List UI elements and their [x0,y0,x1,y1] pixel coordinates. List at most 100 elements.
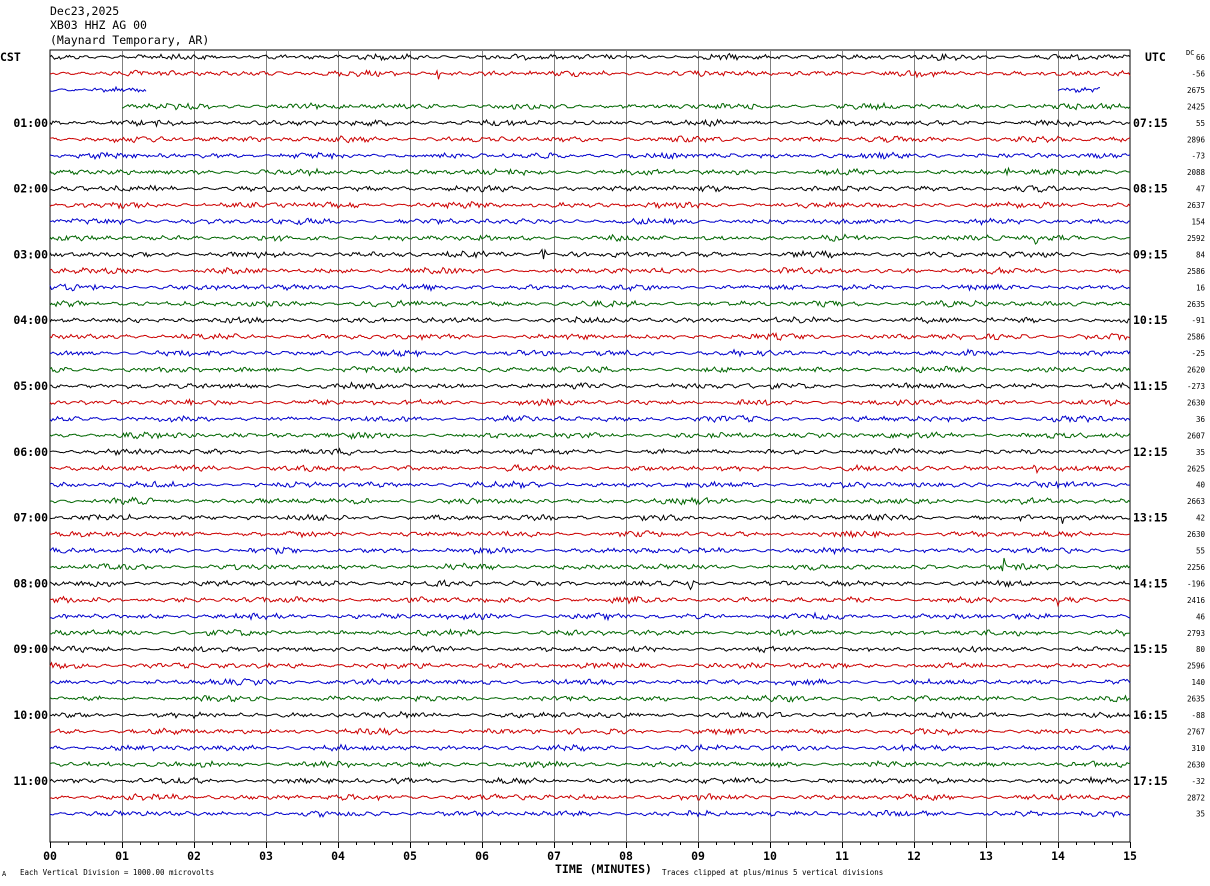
right-hour-label: 16:15 [1133,708,1168,722]
seismogram-trace [49,727,1131,736]
seismogram-trace [49,595,1131,608]
dc-offset-label: 2625 [1187,464,1205,473]
seismogram-trace [49,201,1131,210]
footer-mark: A [2,870,7,878]
seismogram-trace [49,166,1131,177]
seismogram-trace [49,233,1131,245]
x-tick-label: 15 [1123,849,1137,863]
right-timezone-label: UTC [1145,50,1166,64]
seismogram-trace [49,677,1131,687]
dc-offset-label: 66 [1196,53,1206,62]
dc-offset-label: 35 [1196,810,1205,819]
dc-offset-label: 2896 [1187,135,1206,144]
right-hour-label: 10:15 [1133,313,1168,327]
dc-offset-label: 36 [1196,415,1206,424]
dc-column-label: DC [1186,49,1195,57]
seismogram-trace [49,775,1131,786]
seismogram-trace [49,463,1131,475]
right-hour-label: 07:15 [1133,116,1168,130]
dc-offset-label: -56 [1191,69,1205,78]
dc-offset-label: 154 [1191,218,1205,227]
seismogram-trace [50,69,1131,80]
seismogram-trace [49,611,1131,622]
right-hour-label: 11:15 [1133,379,1168,393]
dc-offset-label: 2256 [1187,563,1206,572]
seismogram-trace [121,101,1131,111]
dc-offset-label: 2637 [1187,201,1205,210]
seismogram-trace [49,332,1131,342]
seismogram-trace [49,661,1131,670]
seismogram-trace [49,645,1131,654]
right-hour-label: 08:15 [1133,182,1168,196]
scale-note: Each Vertical Division = 1000.00 microvo… [20,868,215,877]
dc-offset-label: 2607 [1187,431,1205,440]
dc-offset-label: 2872 [1187,793,1205,802]
dc-offset-label: 2088 [1187,168,1206,177]
seismogram-trace [49,792,1131,802]
right-hour-label: 12:15 [1133,445,1168,459]
seismogram-trace [49,248,1131,260]
seismogram-trace [49,151,1131,161]
seismogram-trace [49,217,1131,226]
dc-offset-label: 2620 [1187,366,1206,375]
dc-offset-label: 80 [1196,645,1206,654]
dc-offset-label: 2675 [1187,86,1205,95]
seismogram-trace [49,628,1131,638]
x-tick-label: 09 [691,849,705,863]
dc-offset-label: 47 [1196,185,1205,194]
right-hour-label: 15:15 [1133,642,1168,656]
left-hour-label: 02:00 [13,182,48,196]
seismogram-trace [49,759,1131,769]
dc-offset-label: 46 [1196,612,1206,621]
seismogram-trace [49,365,1131,374]
seismogram-trace [49,513,1131,524]
x-axis-title: TIME (MINUTES) [555,862,652,876]
x-tick-label: 14 [1051,849,1065,863]
x-tick-label: 06 [475,849,489,863]
seismogram-trace [49,414,1131,424]
dc-offset-label: 2635 [1187,300,1205,309]
seismogram-trace [49,135,1131,144]
seismogram-trace [49,579,1131,591]
seismogram-trace [49,85,147,93]
dc-offset-label: 2663 [1187,497,1205,506]
dc-offset-label: -88 [1191,711,1205,720]
seismogram-trace [49,447,1131,457]
x-tick-label: 08 [619,849,633,863]
dc-offset-label: 16 [1196,283,1206,292]
seismogram-trace [50,529,1131,539]
seismogram-trace [49,283,1131,293]
dc-offset-label: 2586 [1187,267,1206,276]
dc-offset-label: 84 [1196,250,1206,259]
left-hour-label: 11:00 [13,774,48,788]
seismogram-trace [49,710,1131,720]
seismogram-trace [49,266,1131,275]
left-hour-label: 05:00 [13,379,48,393]
seismogram-trace [50,348,1131,358]
dc-offset-label: 2630 [1187,398,1206,407]
left-hour-label: 04:00 [13,313,48,327]
x-tick-label: 11 [835,849,849,863]
seismogram-trace [50,381,1131,390]
x-tick-label: 13 [979,849,993,863]
right-hour-label: 14:15 [1133,576,1168,590]
dc-offset-label: 2592 [1187,234,1205,243]
dc-offset-label: 2425 [1187,102,1205,111]
dc-offset-label: 55 [1196,547,1205,556]
right-hour-label: 09:15 [1133,247,1168,261]
x-tick-label: 01 [115,849,129,863]
seismogram-trace [49,557,1131,572]
x-tick-label: 10 [763,849,777,863]
right-hour-label: 13:15 [1133,511,1168,525]
seismogram-trace [49,118,1131,128]
dc-offset-label: 2586 [1187,333,1206,342]
left-timezone-label: CST [0,50,21,64]
left-hour-label: 08:00 [13,576,48,590]
dc-offset-label: 2793 [1187,629,1205,638]
x-tick-label: 04 [331,849,345,863]
x-tick-label: 07 [547,849,561,863]
station-location: (Maynard Temporary, AR) [50,33,210,47]
x-tick-label: 02 [187,849,201,863]
seismogram-trace [49,397,1131,407]
right-hour-label: 17:15 [1133,774,1168,788]
